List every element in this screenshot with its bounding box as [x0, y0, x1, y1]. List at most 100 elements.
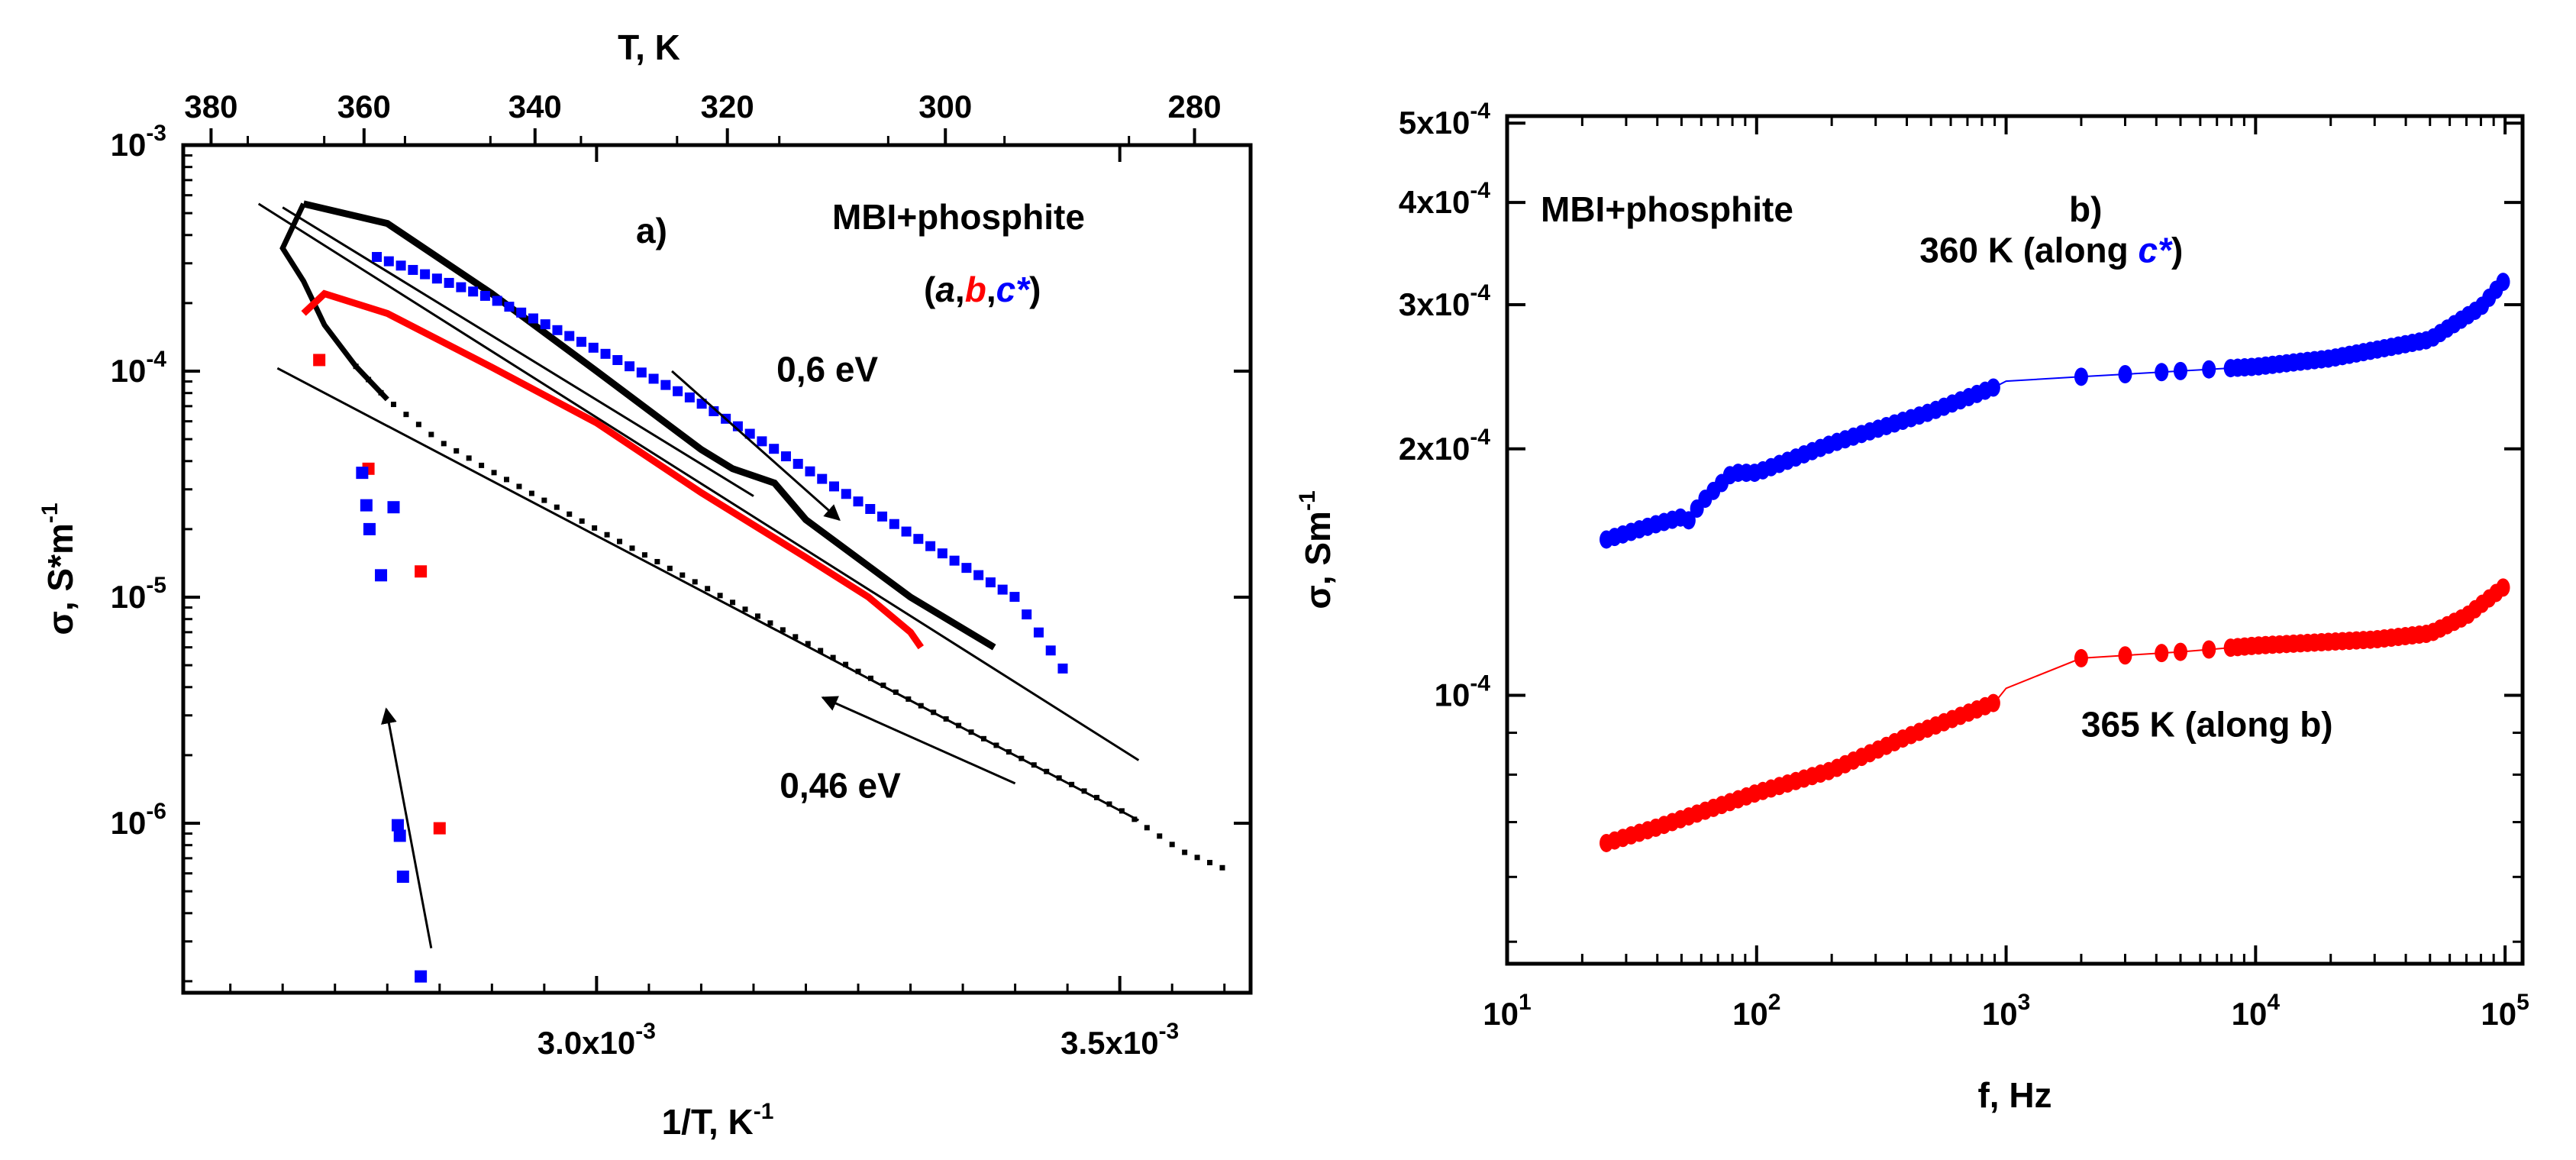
panel-b-axis-ticks: 101 102 103 104 105 10-4 2x10-4 3x10-4 4x10-4 5x1… — [1399, 99, 2529, 1032]
data-point — [841, 489, 851, 499]
data-point — [454, 448, 460, 454]
data-point — [431, 273, 442, 284]
data-point — [943, 716, 949, 722]
data-point — [504, 302, 515, 312]
data-point — [564, 331, 575, 341]
data-point — [880, 682, 886, 688]
data-point — [705, 586, 711, 592]
data-point — [1131, 816, 1138, 822]
data-point — [516, 483, 522, 490]
y-tick-label: 10-6 — [111, 799, 166, 841]
data-point — [441, 441, 447, 447]
data-point — [1018, 755, 1025, 761]
data-point — [985, 577, 996, 588]
x-tick-label: 102 — [1732, 990, 1780, 1032]
series-a-heating-points — [353, 364, 1225, 871]
data-point — [2496, 578, 2510, 597]
data-point — [1044, 768, 1050, 774]
data-point — [667, 565, 673, 571]
data-point — [2155, 363, 2169, 382]
data-point — [918, 703, 924, 709]
data-point — [792, 458, 803, 469]
data-point — [981, 735, 986, 742]
data-point — [479, 290, 490, 301]
data-point — [1986, 693, 2000, 712]
series-c-outlier-point — [387, 501, 400, 514]
panel-a-axis-ticks: 3.0x10-3 3.5x10-3 380 360 340 320 300 280 10-3 10… — [111, 89, 1251, 1061]
data-point — [648, 373, 659, 384]
y-tick-label: 3x10-4 — [1399, 280, 1490, 322]
panel-a-chart: 3.0x10-3 3.5x10-3 380 360 340 320 300 280 10-3 10… — [37, 27, 1253, 1142]
data-point — [1031, 762, 1037, 768]
data-point — [383, 256, 394, 267]
data-point — [853, 496, 864, 507]
data-point — [680, 572, 686, 578]
data-point — [415, 422, 421, 428]
data-point — [456, 282, 466, 292]
series-365k-b — [1600, 578, 2510, 852]
top-tick-label: 320 — [701, 89, 754, 124]
data-point — [1045, 645, 1056, 656]
data-point — [937, 548, 947, 559]
data-point — [588, 342, 599, 353]
data-point — [925, 541, 936, 551]
data-point — [403, 412, 409, 418]
data-point — [1094, 794, 1100, 800]
y-tick-label: 10-5 — [111, 573, 166, 615]
top-tick-label: 360 — [337, 89, 391, 124]
data-point — [673, 386, 683, 396]
data-point — [444, 277, 454, 288]
data-point — [901, 526, 912, 537]
data-point — [576, 337, 587, 347]
data-point — [516, 307, 527, 318]
series-c-outlier-point — [356, 467, 369, 480]
series-b-outlier-point — [313, 354, 326, 367]
top-tick-label: 300 — [918, 89, 972, 124]
data-point — [2173, 642, 2187, 661]
arrow-heating — [381, 707, 433, 948]
data-point — [1081, 788, 1087, 794]
data-point — [654, 558, 660, 564]
panel-a-top-axis-title: T, K — [618, 27, 680, 67]
data-point — [353, 364, 359, 370]
data-point — [744, 428, 755, 439]
data-point — [625, 361, 635, 372]
panel-a-arrows — [381, 370, 1016, 948]
series-c-outlier-point — [375, 569, 388, 582]
y-tick-label: 10-4 — [111, 347, 167, 389]
data-point — [2155, 644, 2169, 663]
data-point — [805, 466, 815, 477]
data-point — [2202, 360, 2216, 379]
data-point — [592, 525, 598, 531]
data-point — [692, 579, 698, 585]
data-point — [390, 402, 396, 408]
data-point — [567, 511, 573, 517]
data-point — [817, 473, 828, 484]
data-point — [767, 620, 773, 626]
data-point — [528, 313, 538, 324]
panel-a-plot-frame — [181, 143, 1253, 995]
data-point — [717, 593, 723, 599]
data-point — [877, 511, 888, 522]
data-point — [1986, 378, 2000, 397]
data-point — [1119, 808, 1125, 814]
data-point — [604, 532, 610, 538]
data-point — [629, 545, 635, 551]
panel-b-plot-frame — [1505, 114, 2525, 966]
x-tick-label: 104 — [2232, 990, 2281, 1032]
panel-a-annotations: 0,6 eV 0,46 eV — [776, 350, 901, 806]
data-point — [504, 477, 510, 483]
data-point — [968, 729, 974, 735]
series-c-cooling-points — [372, 251, 1068, 674]
data-point — [997, 584, 1008, 595]
data-point — [730, 599, 736, 606]
data-point — [1009, 592, 1020, 603]
data-point — [742, 606, 748, 612]
data-point — [1169, 842, 1175, 848]
panel-a-data-series — [279, 200, 1225, 983]
panel-a-label: a) — [636, 211, 667, 250]
data-point — [893, 689, 899, 695]
x-tick-label: 3.0x10-3 — [537, 1019, 656, 1061]
y-tick-label: 10-4 — [1435, 670, 1491, 712]
panel-a-y-axis-title: σ, S*m-1 — [37, 502, 80, 635]
